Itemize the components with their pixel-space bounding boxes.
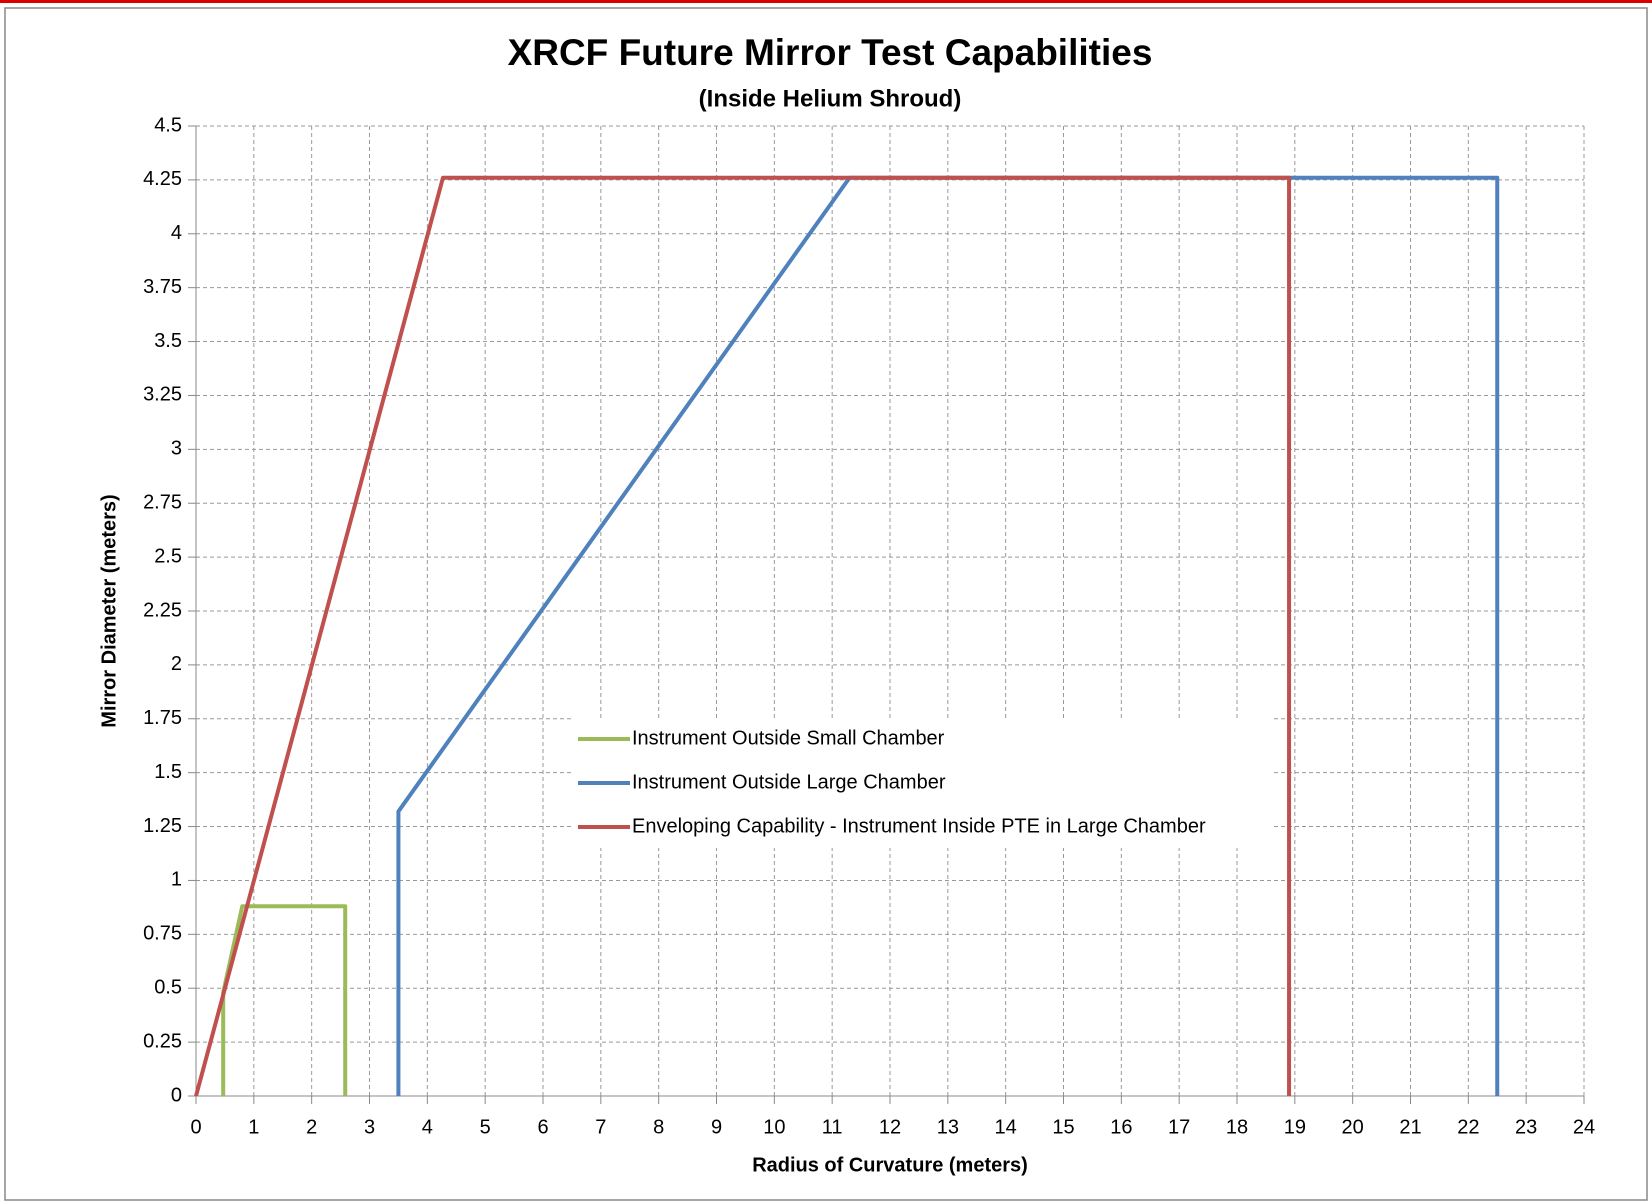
x-tick-label: 22 [1457,1116,1479,1138]
y-tick-label: 4.5 [154,114,182,136]
y-tick-label: 0.25 [143,1030,182,1052]
y-tick-label: 0.5 [154,977,182,999]
x-tick-label: 20 [1342,1116,1364,1138]
top-border [0,0,1652,3]
x-tick-label: 5 [480,1116,491,1138]
y-tick-label: 0.75 [143,923,182,945]
series-line [194,175,1292,1097]
legend: Instrument Outside Small Chamber Instrume… [572,718,1272,848]
y-tick-label: 1.5 [154,761,182,783]
x-tick-label: 13 [937,1116,959,1138]
x-tick-label: 19 [1284,1116,1306,1138]
chart-subtitle: (Inside Helium Shroud) [699,85,962,112]
x-tick-label: 18 [1226,1116,1248,1138]
x-tick-label: 24 [1573,1116,1595,1138]
x-tick-label: 12 [879,1116,901,1138]
x-tick-label: 3 [364,1116,375,1138]
y-tick-label: 1.25 [143,815,182,837]
x-tick-label: 2 [306,1116,317,1138]
x-tick-label: 0 [190,1116,201,1138]
x-tick-label: 14 [995,1116,1017,1138]
x-axis-label: Radius of Curvature (meters) [752,1154,1028,1176]
y-tick-label: 3 [171,438,182,460]
legend-box [572,718,1272,848]
y-tick-label: 4.25 [143,168,182,190]
y-tick-label: 3.5 [154,330,182,352]
y-tick-label: 2 [171,653,182,675]
x-tick-label: 8 [653,1116,664,1138]
y-tick-label: 4 [171,222,182,244]
y-axis-label: Mirror Diameter (meters) [98,494,120,727]
y-tick-label: 3.25 [143,384,182,406]
x-tick-label: 7 [595,1116,606,1138]
x-tick-label: 4 [422,1116,433,1138]
x-tick-label: 21 [1399,1116,1421,1138]
x-tick-label: 6 [537,1116,548,1138]
y-tick-label: 0 [171,1084,182,1106]
x-tick-label: 10 [763,1116,785,1138]
legend-label: Instrument Outside Large Chamber [632,771,946,793]
y-tick-label: 1 [171,869,182,891]
x-tick-label: 1 [248,1116,259,1138]
x-tick-label: 11 [822,1116,843,1138]
y-tick-label: 2.25 [143,599,182,621]
x-tick-label: 23 [1515,1116,1537,1138]
legend-label: Instrument Outside Small Chamber [632,727,945,749]
x-tick-label: 17 [1168,1116,1190,1138]
x-tick-label: 16 [1110,1116,1132,1138]
x-tick-label: 15 [1052,1116,1074,1138]
x-tick-label: 9 [711,1116,722,1138]
series-line [221,904,348,1096]
chart-title: XRCF Future Mirror Test Capabilities [508,32,1153,73]
y-tick-label: 3.75 [143,276,182,298]
y-tick-label: 2.5 [154,545,182,567]
legend-label: Enveloping Capability - Instrument Insid… [632,815,1206,837]
y-tick-label: 2.75 [143,492,182,514]
chart-frame [4,7,1648,1201]
y-tick-label: 1.75 [143,707,182,729]
